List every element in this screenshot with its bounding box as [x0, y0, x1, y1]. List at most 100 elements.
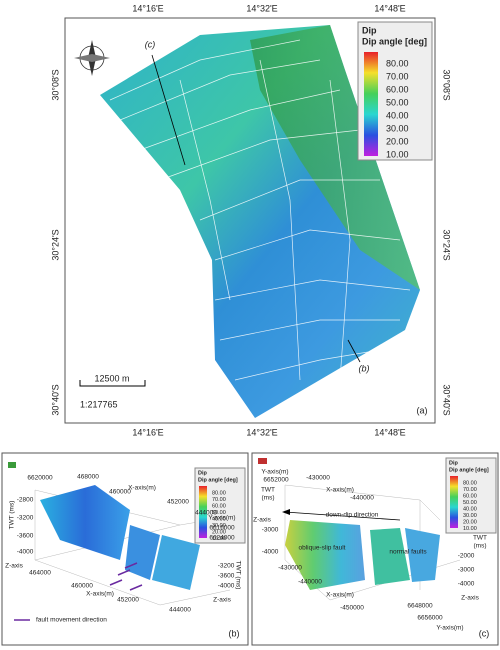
dip-map-steep — [250, 25, 420, 290]
axis-label: -4000 — [218, 583, 235, 590]
down-dip-arrow — [284, 511, 401, 521]
axis-label: -2000 — [458, 553, 475, 560]
key-label: fault movement direction — [36, 617, 107, 624]
north-arrow — [74, 40, 110, 76]
axis-label: Y-axis(m) — [261, 469, 288, 476]
axis-label: 444000 — [195, 510, 217, 517]
legend-tick: 30.00 — [463, 513, 477, 519]
surface-1 — [285, 520, 365, 590]
legend-tick: 80.00 — [212, 490, 226, 496]
orientation-cube — [8, 462, 16, 468]
annotation: (c) — [145, 39, 156, 49]
axis-label: Y-axis(m) — [436, 625, 463, 632]
surface-1 — [40, 485, 130, 560]
axis-label: 6624000 — [209, 535, 235, 542]
left-axis-label: 30°24'S — [50, 229, 60, 260]
legend-tick: 10.00 — [463, 526, 477, 532]
legend-subtitle: Dip angle [deg] — [198, 477, 238, 483]
annotation: oblique-slip fault — [299, 545, 346, 552]
callout-c — [151, 54, 186, 166]
legend-tick: 40.00 — [386, 110, 409, 120]
axis-label: -3200 — [218, 563, 235, 570]
panel-label: (b) — [229, 628, 240, 638]
legend-subtitle: Dip angle [deg] — [362, 36, 427, 46]
axis-label: 452000 — [117, 597, 139, 604]
axis-label: X-axis(m) — [326, 487, 354, 494]
axis-label: 6648000 — [407, 603, 433, 610]
orientation-cube — [258, 458, 267, 464]
axis-label: -4000 — [17, 549, 34, 556]
legend-tick: 20.00 — [386, 136, 409, 146]
axis-label: -3600 — [17, 533, 34, 540]
axis-label: 460000 — [71, 583, 93, 590]
colorbar — [199, 486, 207, 538]
legend-subtitle: Dip angle [deg] — [449, 467, 489, 473]
axis-label: X-axis(m) — [86, 591, 114, 598]
legend-tick: 80.00 — [386, 58, 409, 68]
axis-label: 460000 — [109, 489, 131, 496]
axis-label: 6652000 — [263, 477, 289, 484]
axis-label: -4000 — [262, 549, 279, 556]
axis-label: 468000 — [77, 474, 99, 481]
axis-label: -3600 — [218, 573, 235, 580]
legend-tick: 60.00 — [212, 503, 226, 509]
surface-2 — [370, 528, 410, 585]
right-axis-label: 30°08'S — [442, 69, 452, 100]
axis-label: -2800 — [17, 497, 34, 504]
left-axis-label: 30°08'S — [50, 69, 60, 100]
panel-a — [64, 17, 436, 424]
axis-label: TWT (ms) — [234, 561, 241, 590]
axis-label: -4000 — [458, 581, 475, 588]
top-axis-label: 14°32'E — [246, 3, 277, 13]
legend-tick: 10.00 — [386, 149, 409, 159]
legend-tick: 40.00 — [212, 516, 226, 522]
scale-bar — [79, 380, 146, 387]
arrow-head — [282, 509, 290, 515]
axis-label: Y-axis(m) — [208, 515, 235, 522]
map-frame — [64, 17, 436, 424]
legend-tick: 10.00 — [212, 536, 226, 542]
axis-label: 444000 — [169, 607, 191, 614]
axis-label: -430000 — [306, 475, 330, 482]
legend-tick: 30.00 — [212, 523, 226, 529]
legend-tick: 60.00 — [386, 84, 409, 94]
scale-bar-label: 12500 m — [94, 373, 129, 383]
surface-3 — [405, 528, 440, 582]
axis-label: 6656000 — [417, 615, 443, 622]
axis-label: (ms) — [262, 495, 275, 502]
callout-b — [347, 339, 361, 363]
panel-b-frame — [1, 452, 249, 646]
panel-label: (a) — [417, 405, 428, 415]
axis-label: 6620000 — [27, 475, 53, 482]
legend-tick: 30.00 — [386, 123, 409, 133]
axis-label: TWT — [261, 487, 275, 494]
legend-tick: 50.00 — [386, 97, 409, 107]
legend-title: Dip — [449, 460, 459, 466]
axis-label: (ms) — [474, 543, 487, 550]
right-axis-label: 30°24'S — [442, 229, 452, 260]
axis-label: 452000 — [167, 499, 189, 506]
axis-label: X-axis(m) — [128, 485, 156, 492]
legend-tick: 80.00 — [463, 480, 477, 486]
legend-tick: 70.00 — [212, 497, 226, 503]
legend-tick: 20.00 — [463, 519, 477, 525]
axis-label: Z-axis — [461, 595, 479, 602]
legend-tick: 60.00 — [463, 493, 477, 499]
surface-2 — [125, 525, 160, 580]
axis-label: -3200 — [17, 515, 34, 522]
surface-3 — [152, 535, 200, 590]
legend-tick: 70.00 — [386, 71, 409, 81]
axis-label: -430000 — [278, 565, 302, 572]
bottom-axis-label: 14°48'E — [374, 427, 405, 437]
panel-c — [251, 452, 499, 646]
legend-tick: 50.00 — [463, 500, 477, 506]
annotation: (b) — [359, 363, 370, 373]
axis-label: Z-axis — [5, 563, 23, 570]
panel-c-frame — [251, 452, 499, 646]
fault-arrows — [14, 562, 143, 621]
top-axis-label: 14°48'E — [374, 3, 405, 13]
axis-label: X-axis(m) — [326, 592, 354, 599]
axis-label: -3000 — [458, 567, 475, 574]
left-axis-label: 30°40'S — [50, 384, 60, 415]
axis-label: Z-axis — [253, 517, 271, 524]
